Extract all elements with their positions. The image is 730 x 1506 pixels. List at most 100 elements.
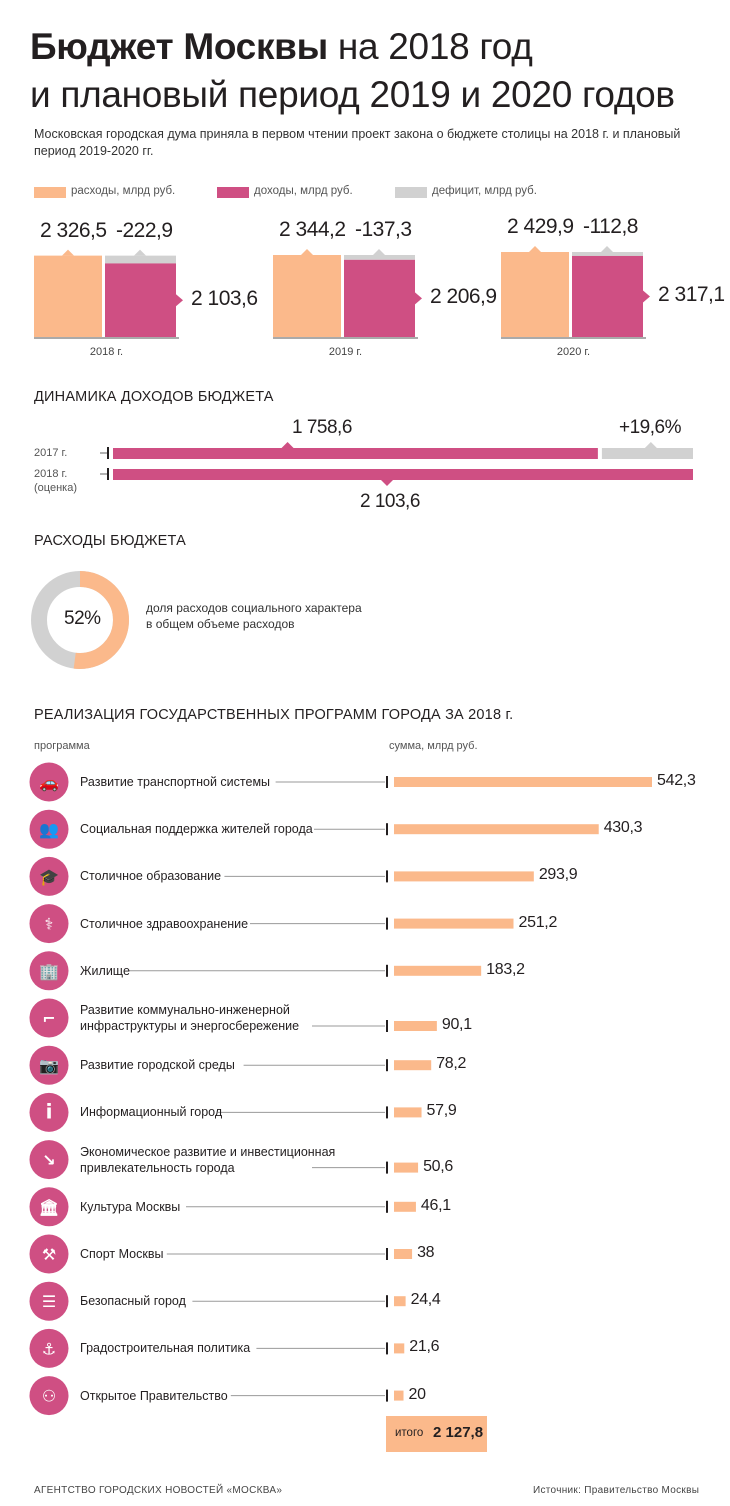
camera-icon-bg [29,1045,69,1085]
buildings-icon-bg [29,951,69,991]
program-bar [394,871,534,882]
program-bar [394,918,514,929]
program-value-label: 46,1 [420,1196,451,1214]
legend-expense: расходы, млрд руб. [71,185,176,197]
footer-source: Источник: Правительство Москвы [533,1485,700,1496]
total-prefix: итого [395,1427,424,1439]
dyn-pointer-2018 [381,480,393,486]
income-pointer [643,290,650,303]
pipe-icon: ⌐ [42,1009,55,1028]
page-title: Бюджет Москвы на 2018 год [30,24,533,70]
expense-bar [34,255,102,337]
income-value-label: 2 317,1 [658,283,725,307]
program-value-label: 50,6 [423,1157,454,1175]
title-rest: на 2018 год [327,26,533,67]
program-name: Развитие коммунально-инженерной инфрастр… [80,1003,300,1033]
donut-social-share [31,571,129,669]
program-name: Спорт Москвы [80,1247,164,1261]
graduation-cap-icon: 🎓 [39,867,59,886]
info-icon: i [46,1099,53,1123]
car-icon: 🚗 [39,773,59,792]
income-pointer [415,292,422,305]
dyn-bar-2017 [113,448,598,459]
deficit-value-label: -222,9 [116,218,173,242]
title-bold: Бюджет Москвы [30,26,328,67]
deficit-value-label: -137,3 [355,218,412,241]
legend-deficit: дефицит, млрд руб. [432,185,537,197]
program-name: Развитие городской среды [80,1058,235,1073]
year-label: 2018 г. [89,346,124,358]
program-name: Безопасный город [80,1294,186,1309]
program-name: Открытое Правительство [80,1388,228,1403]
expense-pointer [529,246,541,253]
program-name: Столичное здравоохранение [80,916,249,931]
program-bar [394,1343,405,1354]
program-value-label: 21,6 [409,1338,440,1356]
legend-swatch-deficit [395,187,427,198]
dyn-growth-pointer [644,442,657,448]
museum-icon-bg [29,1187,69,1227]
program-name: Жилище [80,963,130,978]
program-value-label: 430,3 [603,819,643,837]
crane-hook-icon: ⚓ [42,1339,56,1358]
program-name: Развитие транспортной системы [80,775,271,789]
donut-caption: доля расходов социального характера в об… [146,601,362,631]
expense-pointer [62,249,74,256]
total-value: 2 127,8 [433,1424,484,1441]
total-box [386,1416,487,1452]
income-value-label: 2 206,9 [430,285,497,309]
program-value-label: 183,2 [486,960,525,978]
expense-value-label: 2 344,2 [279,218,346,241]
expense-pointer [301,249,313,256]
income-value-label: 2 103,6 [191,287,258,311]
program-value-label: 38 [417,1244,435,1261]
expense-bar [501,252,569,337]
dyn-bar-2018 [113,469,693,480]
dynamics-value-2017: 1 758,6 [292,417,352,438]
program-bar [394,965,482,976]
camera-icon: 📷 [39,1056,59,1075]
program-bar [394,1201,416,1212]
deficit-bar [105,255,176,264]
deficit-value-label: -112,8 [583,215,639,238]
income-bar [105,263,176,337]
program-value-label: 57,9 [426,1102,457,1120]
program-value-label: 251,2 [518,913,558,931]
program-bar [394,1162,419,1173]
program-value-label: 90,1 [441,1016,472,1033]
deficit-pointer [373,249,385,256]
page-title-line2: и плановый период 2019 и 2020 годов [30,74,675,115]
crane-hook-icon-bg [29,1328,69,1368]
program-value-label: 24,4 [410,1291,441,1309]
program-name: Столичное образование [80,869,222,884]
expenses-title: РАСХОДЫ БЮДЖЕТА [34,533,187,549]
legend-swatch-expense [34,187,66,198]
dumbbell-icon-bg [29,1234,69,1274]
chart-down-icon: ↘ [42,1151,55,1170]
footer-agency: АГЕНТСТВО ГОРОДСКИХ НОВОСТЕЙ «МОСКВА» [34,1485,283,1496]
document-icon-bg [29,1281,69,1321]
program-name: Культура Москвы [80,1199,181,1214]
programs-col-program: программа [34,740,90,752]
program-name: Экономическое развитие и инвестиционная … [80,1144,336,1175]
dynamics-title: ДИНАМИКА ДОХОДОВ БЮДЖЕТА [34,389,274,405]
group-icon-bg [29,1376,69,1416]
buildings-icon: 🏢 [39,962,59,981]
museum-icon: 🏛 [39,1198,59,1217]
caduceus-icon-bg [29,904,69,944]
legend-swatch-income [217,187,249,198]
pipe-icon-bg [29,998,69,1038]
program-bar [394,1060,432,1071]
donut-center-label: 52% [64,608,101,629]
program-bar [394,1021,437,1031]
program-name: Информационный город [80,1105,223,1120]
graduation-cap-icon-bg [29,856,69,896]
people-icon: 👥 [39,820,59,839]
chart-down-icon-bg [29,1140,69,1180]
income-pointer [176,294,183,307]
dynamics-growth: +19,6% [619,417,681,438]
legend-income: доходы, млрд руб. [254,185,353,197]
dumbbell-icon: ⚒ [42,1245,56,1264]
program-bar [394,777,652,787]
people-icon-bg [29,809,69,849]
